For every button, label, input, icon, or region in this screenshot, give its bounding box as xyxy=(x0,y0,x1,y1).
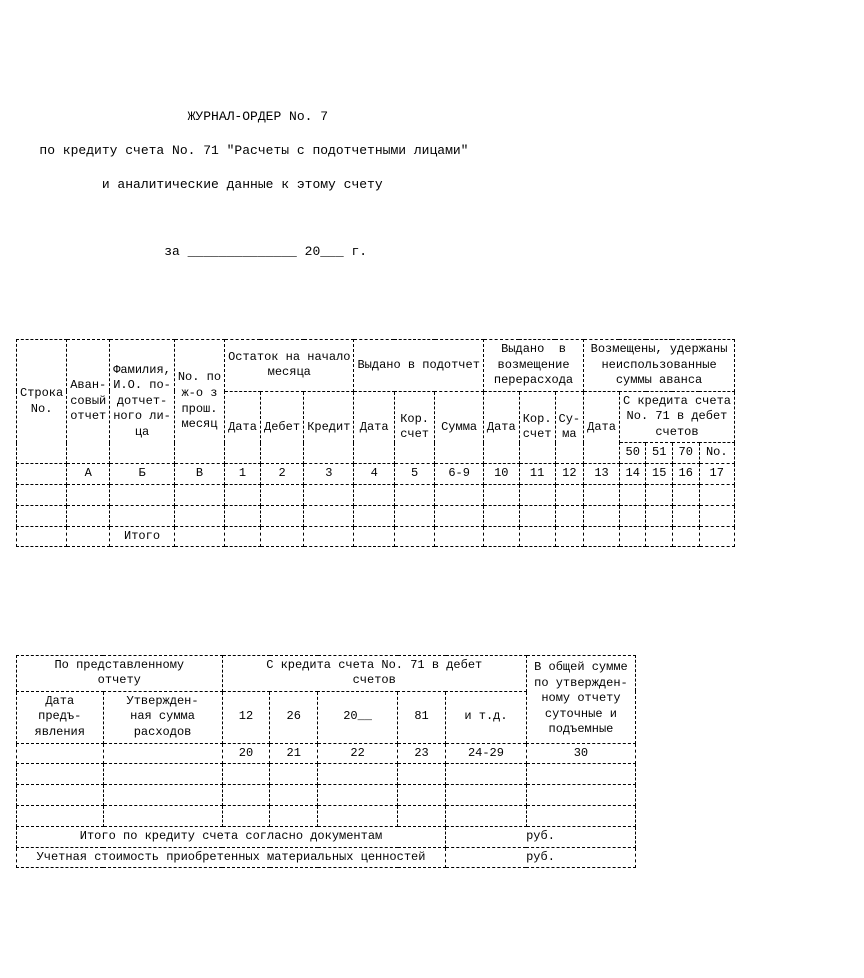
group-vob: В общей суммепо утвержден-ному отчетусут… xyxy=(526,655,635,743)
num-16: 16 xyxy=(672,464,699,485)
sub-data-3: Дата xyxy=(483,391,519,463)
col-2: Аван-совыйотчет xyxy=(67,339,110,463)
num-7: 4 xyxy=(354,464,394,485)
sub-utv: Утвержден-ная суммарасходов xyxy=(103,691,222,743)
num-4: 1 xyxy=(225,464,261,485)
num-11: 11 xyxy=(519,464,555,485)
sub-debet: Дебет xyxy=(260,391,303,463)
sub-26: 26 xyxy=(270,691,318,743)
sub-kor-1: Кор.счет xyxy=(394,391,434,463)
num-13: 13 xyxy=(584,464,620,485)
sub-sum-2: Су-ма xyxy=(555,391,584,463)
itogo-row: Итого xyxy=(17,526,735,547)
num-15: 15 xyxy=(646,464,673,485)
sub-itd: и т.д. xyxy=(446,691,527,743)
title-line-2: по кредиту счета No. 71 "Расчеты с подот… xyxy=(16,143,848,160)
n2-0 xyxy=(17,743,104,764)
sub-12: 12 xyxy=(222,691,270,743)
group-vydano: Выдано в подотчет xyxy=(354,339,483,391)
num-17: 17 xyxy=(699,464,734,485)
col-1: СтрокаNo. xyxy=(17,339,67,463)
column-number-row: А Б В 1 2 3 4 5 6-9 10 11 12 13 14 15 16… xyxy=(17,464,735,485)
n2-2: 21 xyxy=(270,743,318,764)
journal-order-table: СтрокаNo. Аван-совыйотчет Фамилия,И.О. п… xyxy=(16,339,735,547)
sub-data-2: Дата xyxy=(354,391,394,463)
group-pred: По представленномуотчету xyxy=(17,655,223,691)
title-line-3: и аналитические данные к этому счету xyxy=(16,177,848,194)
num-10: 10 xyxy=(483,464,519,485)
col-4: No. пож-о зпрош.месяц xyxy=(174,339,224,463)
group-neisp: Возмещены, удержанынеиспользованныесуммы… xyxy=(584,339,735,391)
title-line-1: ЖУРНАЛ-ОРДЕР No. 7 xyxy=(16,109,848,126)
group-sk71-2: С кредита счета No. 71 в дебетсчетов xyxy=(222,655,526,691)
n2-5: 24-29 xyxy=(446,743,527,764)
header-block: ЖУРНАЛ-ОРДЕР No. 7 по кредиту счета No. … xyxy=(16,92,848,278)
footer2-label: Учетная стоимость приобретенных материал… xyxy=(17,847,446,868)
sub-81: 81 xyxy=(398,691,446,743)
table-row xyxy=(17,806,636,827)
n2-4: 23 xyxy=(398,743,446,764)
sub-no: No. xyxy=(699,443,734,464)
num-6: 3 xyxy=(304,464,354,485)
footer-row-2: Учетная стоимость приобретенных материал… xyxy=(17,847,636,868)
num-0 xyxy=(17,464,67,485)
sub-data-pred: Датапредъ-явления xyxy=(17,691,104,743)
table-row xyxy=(17,764,636,785)
report-table: По представленномуотчету С кредита счета… xyxy=(16,655,636,869)
group-vozm: Выдано ввозмещениеперерасхода xyxy=(483,339,583,391)
num-12: 12 xyxy=(555,464,584,485)
num-14: 14 xyxy=(619,464,646,485)
itogo-label: Итого xyxy=(110,526,175,547)
title-line-4: за ______________ 20___ г. xyxy=(16,244,848,261)
n2-6: 30 xyxy=(526,743,635,764)
footer2-unit: руб. xyxy=(446,847,636,868)
num-2: Б xyxy=(110,464,175,485)
n2-3: 22 xyxy=(318,743,398,764)
footer1-label: Итого по кредиту счета согласно документ… xyxy=(17,827,446,848)
sub-kor-2: Кор.счет xyxy=(519,391,555,463)
sub-sk71: С кредита счетаNo. 71 в дебетсчетов xyxy=(619,391,734,443)
sub-50: 50 xyxy=(619,443,646,464)
sub-kredit: Кредит xyxy=(304,391,354,463)
table-row xyxy=(17,505,735,526)
footer1-unit: руб. xyxy=(446,827,636,848)
column-number-row-2: 20 21 22 23 24-29 30 xyxy=(17,743,636,764)
sub-data-1: Дата xyxy=(225,391,261,463)
footer-row-1: Итого по кредиту счета согласно документ… xyxy=(17,827,636,848)
n2-1: 20 xyxy=(222,743,270,764)
num-5: 2 xyxy=(260,464,303,485)
sub-sum-1: Сумма xyxy=(435,391,484,463)
num-8: 5 xyxy=(394,464,434,485)
sub-70: 70 xyxy=(672,443,699,464)
sub-data-4: Дата xyxy=(584,391,620,463)
num-9: 6-9 xyxy=(435,464,484,485)
group-ostatok: Остаток на началомесяца xyxy=(225,339,354,391)
sub-51: 51 xyxy=(646,443,673,464)
sub-20x: 20__ xyxy=(318,691,398,743)
table-row xyxy=(17,484,735,505)
num-3: В xyxy=(174,464,224,485)
table-row xyxy=(17,785,636,806)
num-1: А xyxy=(67,464,110,485)
col-3: Фамилия,И.О. по-дотчет-ного ли-ца xyxy=(110,339,175,463)
